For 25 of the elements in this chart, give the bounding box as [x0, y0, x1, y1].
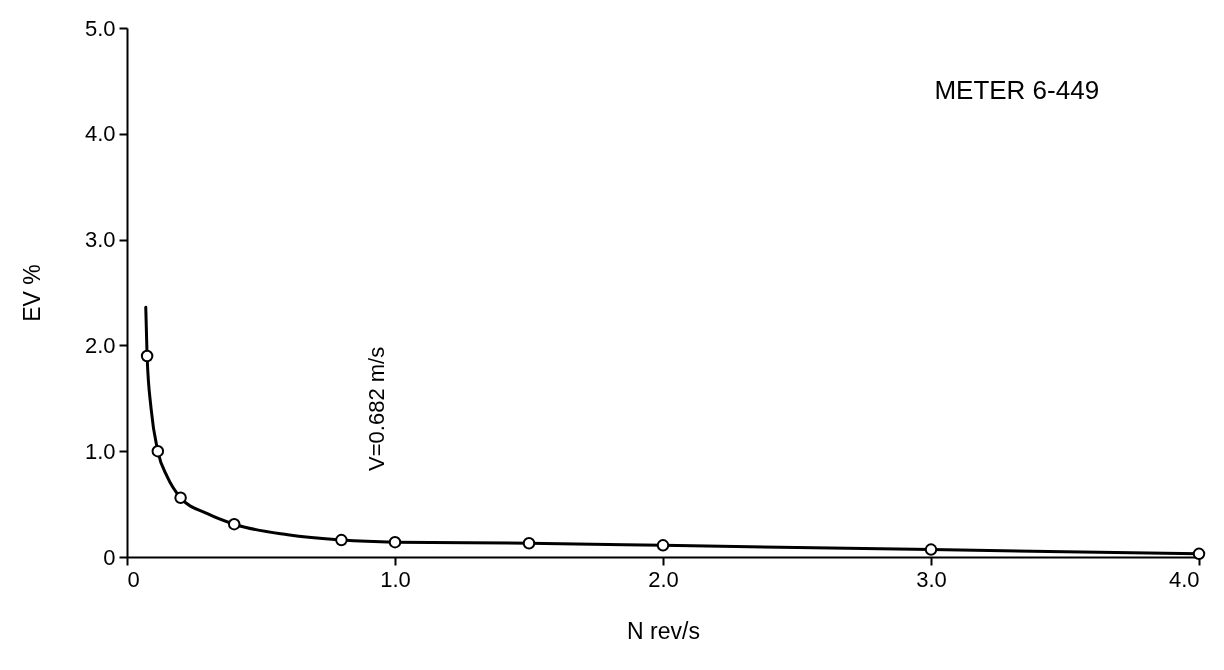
y-tick-label: 4.0 [84, 121, 116, 147]
annotation: V=0.682 m/s [364, 346, 389, 471]
point [1192, 547, 1206, 561]
x-axis-title: N rev/s [627, 617, 700, 644]
point [335, 533, 348, 547]
y-tick-label: 3.0 [84, 227, 116, 253]
y-tick-label: 2.0 [84, 332, 116, 358]
point [522, 537, 536, 550]
x-tick-label: 3.0 [916, 566, 947, 592]
x-tick-label: 2.0 [648, 566, 679, 592]
point [924, 543, 938, 556]
point [227, 517, 241, 531]
y-axis-title: EV % [18, 264, 45, 322]
point [140, 349, 154, 363]
y-tick-label: 1.0 [84, 438, 116, 464]
annotation: METER 6-449 [934, 75, 1100, 106]
y-tick-label: 5.0 [84, 15, 116, 41]
point [174, 491, 187, 504]
x-tick-label: 4.0 [1168, 566, 1200, 592]
point [151, 444, 165, 458]
x-tick-label: 0 [127, 566, 140, 592]
y-tick-label: 0 [103, 544, 116, 570]
point [388, 535, 402, 549]
x-tick-label: 1.0 [380, 566, 411, 592]
point [656, 539, 670, 552]
